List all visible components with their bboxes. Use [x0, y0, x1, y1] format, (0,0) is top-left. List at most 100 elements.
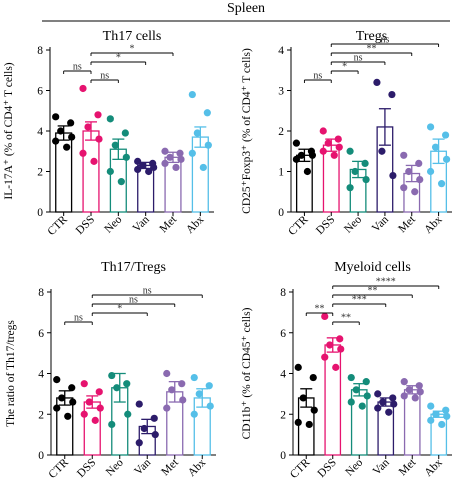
y-axis-label: IL-17A⁺ (% of CD4⁺ T cells) [3, 62, 15, 199]
data-point-abx [437, 180, 446, 188]
data-point-neo [347, 373, 355, 382]
x-tick-label: DSS [75, 457, 98, 480]
data-point-abx [427, 402, 435, 410]
data-point-met [400, 378, 408, 386]
data-point-abx [195, 390, 203, 398]
x-tick-label: Neo [343, 456, 365, 478]
x-tick-label: Abx [184, 213, 207, 236]
data-point-ctr [299, 394, 307, 402]
y-axis-label: CD11b⁺ (% of CD45⁺ cells) [241, 307, 253, 439]
x-tick-label: DSS [74, 214, 97, 237]
data-point-abx [431, 143, 440, 151]
x-tick-label: Abx [422, 213, 445, 236]
significance-label: * [342, 62, 347, 73]
data-point-neo [346, 147, 354, 155]
x-tick-label: Abx [186, 456, 209, 479]
x-tick-label: Van [371, 456, 392, 477]
significance-label: ns [129, 295, 138, 306]
y-tick-label: 6 [37, 86, 43, 98]
data-point-ctr [64, 412, 72, 420]
figure-title: Spleen [227, 1, 265, 16]
panel-title: Tregs [356, 29, 387, 44]
data-point-neo [117, 178, 125, 186]
data-point-van [150, 163, 158, 172]
x-tick-label: CTR [288, 456, 313, 481]
data-point-neo [362, 176, 370, 184]
data-point-dss [79, 149, 87, 157]
panel-myeloid: Myeloid cells CD11b⁺ (% of CD45⁺ cells) 0 2… [241, 260, 452, 481]
significance-label: ** [368, 286, 378, 297]
x-tick-label: DSS [314, 214, 337, 237]
significance-label: ** [341, 313, 351, 324]
significance-label: * [116, 53, 121, 64]
data-point-ctr [53, 404, 61, 412]
data-point-met [179, 396, 187, 404]
data-point-van [150, 414, 158, 422]
data-point-neo [347, 398, 355, 406]
data-point-dss [80, 380, 88, 388]
y-axis-label: CD25⁺Foxp3⁺ (% of CD4⁺ T cells) [241, 48, 253, 214]
x-tick-label: Van [131, 213, 152, 234]
data-point-abx [193, 129, 201, 137]
data-point-van [388, 90, 396, 99]
y-tick-label: 4 [280, 369, 286, 381]
data-point-neo [363, 392, 371, 400]
data-point-ctr [63, 143, 71, 151]
x-tick-label: Met [159, 456, 181, 478]
data-point-dss [80, 410, 88, 418]
data-point-abx [188, 90, 196, 99]
data-point-abx [199, 163, 207, 172]
data-point-dss [334, 135, 342, 143]
data-point-met [166, 153, 174, 161]
x-tick-label: DSS [315, 457, 338, 480]
data-point-neo [108, 371, 116, 380]
x-tick-label: Neo [102, 213, 124, 235]
data-point-dss [330, 151, 338, 159]
data-point-dss [336, 335, 344, 343]
data-point-met [400, 151, 408, 159]
data-point-met [161, 159, 169, 167]
bar-ctr [295, 154, 313, 213]
data-point-dss [335, 143, 343, 151]
data-point-abx [441, 131, 450, 139]
data-point-neo [111, 141, 119, 149]
data-point-met [400, 184, 408, 192]
x-tick-label: CTR [286, 213, 311, 238]
y-tick-label: 2 [37, 167, 43, 179]
data-point-abx [442, 406, 450, 414]
data-point-ctr [69, 398, 77, 406]
data-point-dss [326, 341, 334, 349]
bar-abx [191, 136, 209, 213]
data-point-van [135, 400, 143, 408]
data-point-met [163, 404, 171, 412]
data-point-ctr [52, 113, 60, 121]
significance-label: ** [315, 304, 325, 315]
y-tick-label: 4 [278, 45, 284, 57]
data-point-van [374, 390, 382, 398]
data-point-ctr [292, 155, 301, 163]
y-tick-label: 0 [37, 207, 43, 219]
panel-ratio: Th17/Tregs The ratio of Th17/tregs 0 2 4 6 8 CT… [5, 260, 216, 481]
data-point-met [405, 167, 413, 176]
data-point-dss [95, 388, 103, 396]
significance-label: ns [74, 313, 83, 324]
x-tick-label: Met [158, 213, 180, 235]
data-point-van [145, 167, 153, 176]
data-point-van [378, 147, 386, 155]
data-point-ctr [68, 133, 76, 141]
data-point-neo [362, 378, 370, 386]
data-point-met [178, 380, 186, 388]
significance-label: ns [100, 71, 109, 82]
data-point-abx [427, 416, 435, 424]
data-point-neo [121, 129, 129, 137]
data-point-ctr [52, 137, 60, 145]
data-point-abx [190, 410, 198, 418]
y-tick-label: 6 [38, 328, 44, 340]
data-point-ctr [308, 151, 317, 159]
panel-title: Myeloid cells [334, 260, 411, 275]
data-point-van [389, 171, 397, 180]
data-point-dss [96, 404, 104, 412]
data-point-van [379, 398, 387, 406]
data-point-dss [94, 111, 102, 119]
data-point-van [385, 408, 393, 416]
